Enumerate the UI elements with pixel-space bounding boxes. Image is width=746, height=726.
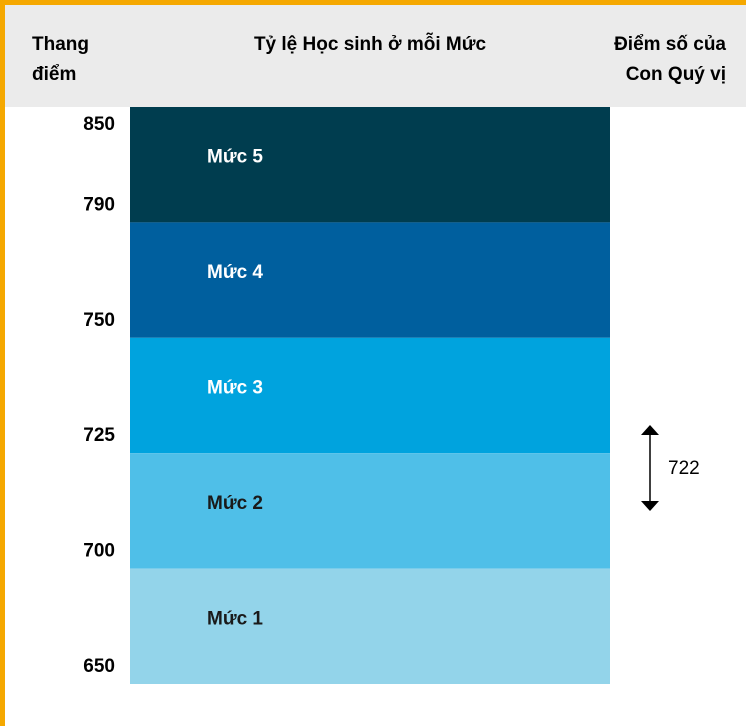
y-tick-label: 700 [83, 541, 115, 562]
level-band [130, 337, 610, 454]
y-tick-label: 725 [83, 425, 115, 446]
level-label: Mức 3 [207, 378, 263, 399]
level-label: Mức 1 [207, 608, 263, 629]
top-border [0, 0, 746, 5]
level-label: Mức 2 [207, 493, 263, 514]
score-label: 722 [668, 458, 700, 479]
level-band [130, 222, 610, 338]
level-band [130, 107, 610, 223]
level-label: Mức 5 [207, 147, 263, 168]
header-middle: Tỷ lệ Học sinh ở mỗi Mức [254, 33, 487, 55]
level-band [130, 568, 610, 684]
header-score: Con Quý vị [626, 64, 726, 85]
y-tick-label: 850 [83, 114, 115, 135]
left-border [0, 0, 5, 726]
header-band [5, 5, 746, 107]
y-tick-label: 790 [83, 194, 115, 215]
arrow-head [641, 501, 659, 512]
y-tick-label: 750 [83, 310, 115, 331]
y-tick-label: 650 [83, 656, 115, 677]
arrow-head [641, 425, 659, 436]
level-band [130, 453, 610, 569]
header-scale: Thang [32, 34, 89, 55]
level-label: Mức 4 [207, 262, 263, 283]
header-scale: điểm [32, 64, 76, 85]
header-score: Điểm số của [614, 34, 726, 55]
